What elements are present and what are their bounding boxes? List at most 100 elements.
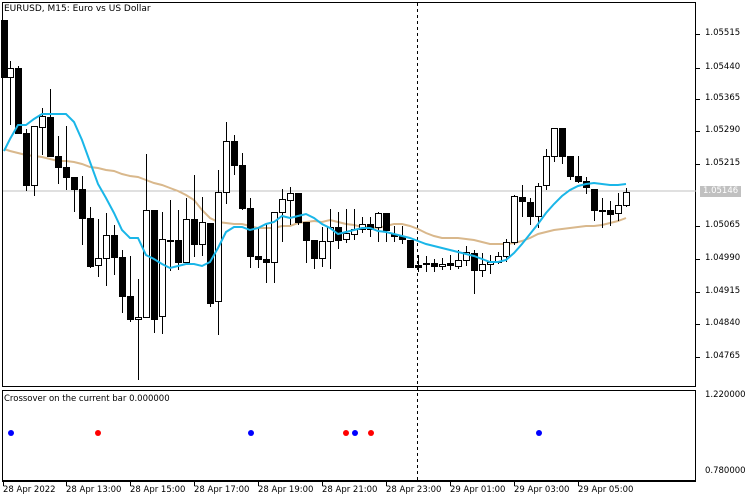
time-label: 29 Apr 01:00	[450, 485, 506, 495]
bull-candle	[287, 193, 294, 201]
bear-candle	[191, 219, 198, 245]
bull-candle	[455, 260, 462, 267]
bullish-cross-dot	[248, 430, 254, 436]
bear-candle	[79, 189, 86, 219]
bull-candle	[623, 192, 630, 206]
price-tick	[696, 226, 700, 227]
fast-ma-line	[3, 113, 627, 270]
bear-candle	[527, 202, 534, 217]
price-tick	[696, 357, 700, 358]
time-label: 28 Apr 15:00	[130, 485, 186, 495]
bull-candle	[279, 199, 286, 213]
bear-candle	[1, 20, 8, 78]
bear-candle	[303, 222, 310, 241]
bearish-cross-dot	[343, 430, 349, 436]
bear-candle	[407, 240, 414, 268]
time-label: 29 Apr 05:00	[578, 485, 634, 495]
bear-candle	[471, 253, 478, 271]
price-tick	[696, 68, 700, 69]
slow-ma-line	[3, 148, 627, 245]
price-label: 1.04990	[705, 253, 741, 263]
time-tick	[322, 481, 323, 486]
time-tick	[130, 481, 131, 486]
price-label: 1.04765	[705, 351, 741, 361]
price-label: 1.05065	[705, 220, 741, 230]
time-label: 28 Apr 2022	[3, 485, 56, 495]
bull-candle	[143, 210, 150, 318]
price-tick	[696, 259, 700, 260]
bearish-cross-dot	[95, 430, 101, 436]
bear-candle	[175, 240, 182, 263]
time-tick	[66, 481, 67, 486]
time-label: 28 Apr 13:00	[66, 485, 122, 495]
bull-candle	[375, 213, 382, 228]
bear-candle	[311, 240, 318, 259]
bull-candle	[199, 222, 206, 245]
bull-candle	[39, 116, 46, 128]
bear-candle	[567, 156, 574, 177]
bull-candle	[463, 252, 470, 261]
time-tick	[386, 481, 387, 486]
indicator-label: Crossover on the current bar 0.000000	[4, 394, 170, 404]
bear-candle	[119, 257, 126, 297]
price-label: 1.05215	[705, 158, 741, 168]
indicator-scale-bottom: 0.780000	[705, 466, 746, 476]
bear-candle	[447, 263, 454, 266]
bear-candle	[47, 117, 54, 157]
bear-candle	[607, 210, 614, 215]
bear-candle	[263, 259, 270, 263]
time-label: 28 Apr 21:00	[322, 485, 378, 495]
bull-candle	[7, 68, 14, 78]
time-tick	[194, 481, 195, 486]
bid-price-label: 1.05146	[700, 186, 742, 197]
bull-candle	[271, 212, 278, 263]
main-chart-panel[interactable]	[2, 2, 696, 387]
price-label: 1.04840	[705, 318, 741, 328]
time-tick	[514, 481, 515, 486]
bear-candle	[55, 156, 62, 168]
bullish-cross-dot	[8, 430, 14, 436]
bull-candle	[103, 235, 110, 259]
time-tick	[450, 481, 451, 486]
price-tick	[696, 292, 700, 293]
price-tick	[696, 34, 700, 35]
bear-candle	[591, 189, 598, 211]
bear-candle	[599, 210, 606, 212]
bull-candle	[551, 128, 558, 157]
indicator-subwindow[interactable]	[2, 390, 696, 481]
price-label: 1.05440	[705, 62, 741, 72]
price-label: 1.05365	[705, 93, 741, 103]
bull-candle	[503, 242, 510, 257]
bull-candle	[135, 317, 142, 320]
bullish-cross-dot	[352, 430, 358, 436]
time-axis-line	[2, 481, 696, 482]
price-label: 1.04915	[705, 286, 741, 296]
bear-candle	[87, 218, 94, 267]
bear-candle	[239, 165, 246, 209]
bear-candle	[15, 68, 22, 134]
bear-candle	[431, 263, 438, 267]
bull-candle	[343, 233, 350, 240]
bull-candle	[535, 186, 542, 217]
price-tick	[696, 99, 700, 100]
bull-candle	[95, 258, 102, 266]
bear-candle	[151, 210, 158, 320]
bear-candle	[559, 128, 566, 157]
bear-candle	[575, 176, 582, 182]
time-tick	[578, 481, 579, 486]
bear-candle	[255, 256, 262, 260]
bear-candle	[423, 263, 430, 265]
bull-candle	[511, 196, 518, 243]
indicator-scale-top: 1.220000	[705, 390, 746, 400]
bull-candle	[183, 219, 190, 263]
bear-candle	[111, 235, 118, 258]
bull-candle	[319, 241, 326, 259]
price-tick	[696, 164, 700, 165]
bear-candle	[231, 141, 238, 166]
price-label: 1.05290	[705, 125, 741, 135]
price-label: 1.05515	[705, 28, 741, 38]
bear-candle	[127, 296, 134, 320]
bullish-cross-dot	[536, 430, 542, 436]
bull-candle	[543, 156, 550, 186]
